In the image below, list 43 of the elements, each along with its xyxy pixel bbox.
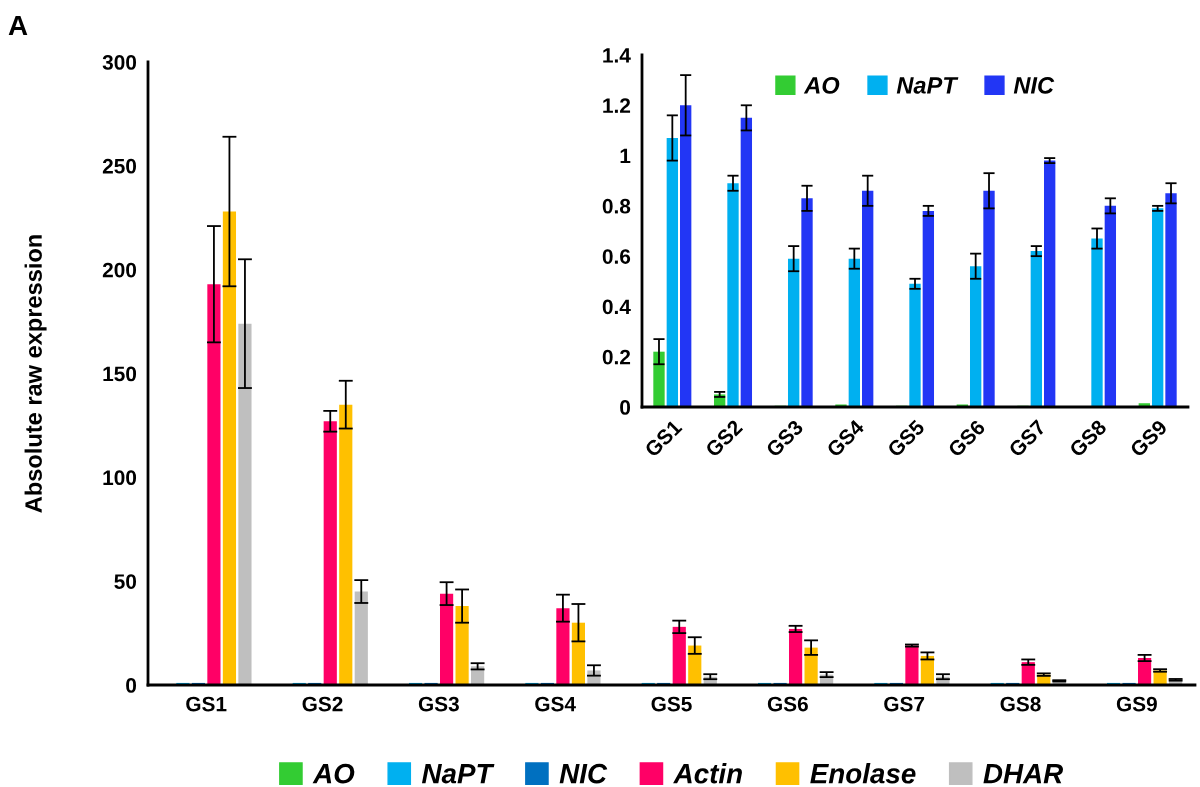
x-tick-label: GS5 — [886, 418, 926, 458]
x-tick-label: GS7 — [884, 696, 925, 712]
y-tick-label: 250 — [102, 158, 137, 174]
y-tick-label: 300 — [102, 55, 137, 70]
text: A — [8, 15, 28, 35]
x-tick-label: GS9 — [1129, 419, 1168, 458]
legend-label: NaPT — [896, 77, 959, 94]
x-tick-label: GS8 — [1068, 418, 1108, 458]
x-tick-label: GS2 — [704, 419, 744, 458]
x-tick-label: GS4 — [825, 418, 866, 458]
x-tick-label: GS6 — [767, 696, 808, 712]
x-tick-label: GS5 — [651, 696, 692, 712]
y-tick-label: 50 — [114, 574, 137, 589]
y-tick-label: 0 — [620, 400, 631, 415]
x-tick-label: GS9 — [1116, 696, 1157, 712]
x-tick-label: GS8 — [1000, 696, 1041, 712]
y-tick-label: 0.8 — [602, 198, 631, 214]
legend-label: Enolase — [810, 763, 916, 784]
y-tick-label: 0.2 — [602, 349, 631, 365]
x-tick-label: GS6 — [947, 419, 986, 458]
y-tick-label: 150 — [103, 366, 137, 382]
x-tick-label: GS1 — [186, 696, 227, 712]
legend-label: DHAR — [983, 764, 1063, 784]
y-axis-title: Absolute raw expression — [24, 235, 47, 513]
y-tick-label: 1 — [620, 148, 631, 164]
x-tick-label: GS1 — [643, 418, 683, 458]
legend-label: NaPT — [421, 764, 495, 784]
legend-label: NIC — [1013, 77, 1055, 94]
x-tick-label: GS2 — [302, 696, 343, 712]
y-tick-label: 0.6 — [602, 249, 631, 264]
y-tick-label: 200 — [102, 262, 137, 278]
y-tick-label: 1.4 — [603, 48, 631, 63]
legend-label: AO — [312, 763, 355, 784]
legend-label: AO — [803, 77, 840, 94]
x-tick-label: GS3 — [765, 419, 804, 458]
y-tick-label: 0 — [126, 678, 137, 693]
legend-label: Actin — [673, 763, 742, 784]
x-tick-label: GS3 — [418, 696, 459, 712]
y-tick-label: 1.2 — [603, 98, 631, 113]
legend-label: NIC — [559, 763, 608, 784]
y-tick-label: 0.4 — [602, 299, 631, 315]
y-tick-label: 100 — [103, 470, 137, 486]
x-tick-label: GS4 — [535, 696, 576, 712]
